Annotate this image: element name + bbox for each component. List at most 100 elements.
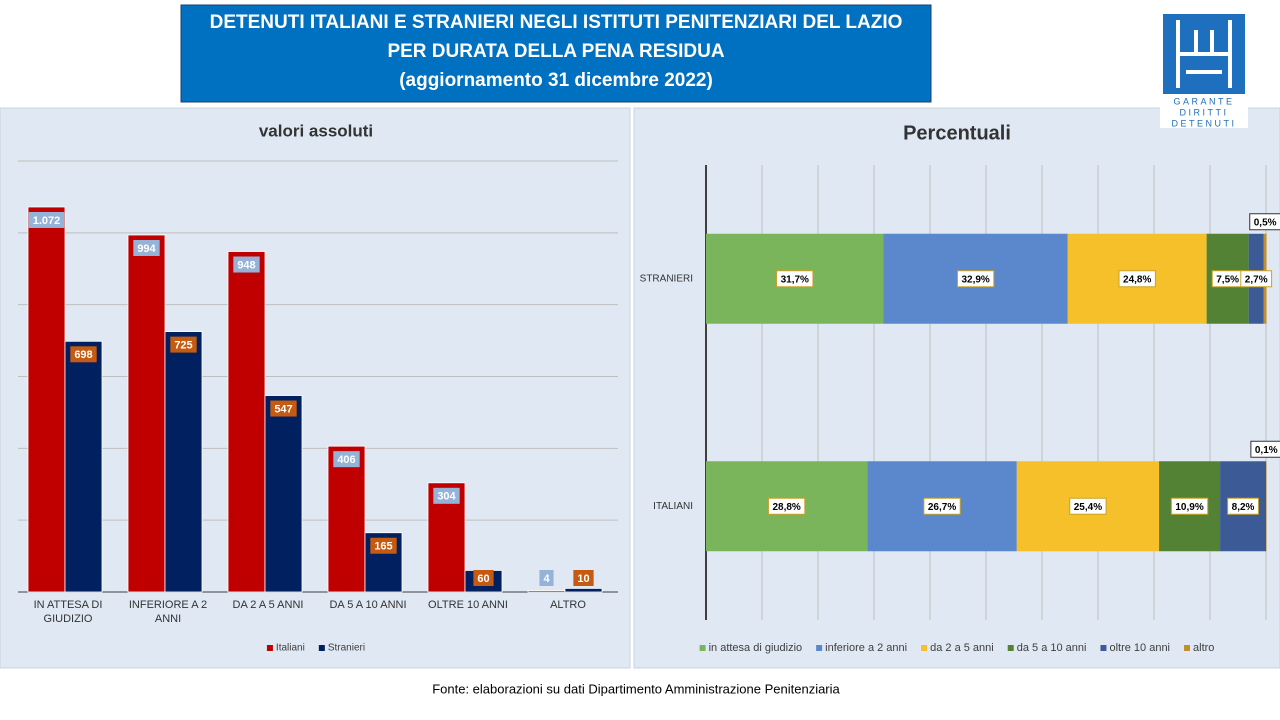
x-tick-label-box: ALTRO [550,599,586,611]
value-label-box [473,570,494,586]
legend-label: oltre 10 anni [1109,642,1170,654]
value-label-box [1118,270,1156,288]
value-label-box [1240,270,1273,288]
value-label: 24,8% [1123,274,1151,285]
value-label-box [539,570,554,586]
x-tick-label-box: OLTRE 10 ANNI [428,599,508,611]
value-label-box [956,270,995,288]
y-tick-label: ITALIANI [653,501,693,512]
value-label-box [270,400,297,417]
legend: Italiani Stranieri [266,643,365,654]
value-label: 0,5% [1254,217,1277,228]
value-label: 10,9% [1175,502,1203,513]
legend-swatch [1007,645,1014,651]
value-label-box [767,497,806,515]
x-tick-label-box: INFERIORE A 2 ANNI [129,599,207,625]
value-label-box [133,239,160,256]
legend-label: altro [1193,642,1214,654]
value-label-box [1227,497,1259,515]
legend-label: Italiani [276,643,305,654]
bar-segment [1266,461,1267,552]
value-label: 406 [337,454,355,466]
bar [127,234,166,593]
legend-label: Stranieri [328,643,365,654]
legend-label: da 5 a 10 anni [1017,642,1087,654]
value-label-box [170,336,197,353]
value-label-box [573,570,594,586]
x-tick-label: IN ATTESA DI GIUDIZIO [33,599,103,625]
right-panel [633,107,1280,669]
bar [327,445,366,593]
value-label-box [28,211,65,228]
header-title: DETENUTI ITALIANI E STRANIERI NEGLI ISTI… [210,12,903,33]
bar [264,395,303,593]
value-label-box [233,256,260,273]
header-title: PER DURATA DELLA PENA RESIDUA [387,41,724,62]
value-label: 1.072 [33,215,61,227]
logo-text: GARANTE [1173,96,1234,106]
value-label-box [370,537,397,554]
value-label: 725 [174,340,192,352]
chart-title: valori assoluti [259,121,373,140]
value-label-box [1249,213,1280,231]
value-label: 4 [543,573,550,585]
x-tick-label: DA 5 A 10 ANNI [329,599,407,611]
legend-swatch [266,645,273,651]
legend-swatch [921,645,928,651]
legend-swatch [699,645,706,651]
value-label: 28,8% [772,502,800,513]
logo: GARANTE DIRITTI DETENUTI [1160,12,1248,128]
value-label: 698 [74,349,92,361]
header-title: (aggiornamento 31 dicembre 2022) [399,70,713,91]
value-label: 26,7% [928,502,956,513]
left-panel [0,107,631,669]
legend-swatch [1184,645,1191,651]
value-label: 948 [237,259,255,271]
legend: in attesa di giudizio inferiore a 2 anni d… [699,642,1214,654]
value-label: 165 [374,541,392,553]
bar [527,590,566,593]
value-label: 7,5% [1216,274,1239,285]
x-tick-label-box: DA 5 A 10 ANNI [329,599,407,611]
value-label-box [1069,497,1107,515]
value-label: 32,9% [961,274,989,285]
value-label-box [70,346,97,363]
value-label: 2,7% [1245,274,1268,285]
value-label-box [776,270,814,288]
x-tick-label: ALTRO [550,599,586,611]
value-label-box [1250,440,1280,458]
value-label-box [1170,497,1209,515]
legend-swatch [1100,645,1107,651]
bar [27,206,66,593]
logo-mark [1176,20,1232,88]
header-box [180,4,932,103]
x-tick-label-box: IN ATTESA DI GIUDIZIO [33,599,103,625]
x-tick-label: DA 2 A 5 ANNI [232,599,304,611]
value-label: 60 [477,573,489,585]
chart-title: Percentuali [903,122,1011,144]
value-label: 25,4% [1074,502,1102,513]
bar [164,331,203,593]
value-label: 0,1% [1255,445,1278,456]
bar [64,340,103,593]
logo-text: DIRITTI [1180,107,1229,117]
value-label: 547 [274,403,292,415]
legend-label: in attesa di giudizio [709,642,803,654]
logo-text: DETENUTI [1172,118,1237,128]
source: Fonte: elaborazioni su dati Dipartimento… [432,681,840,696]
value-label: 31,7% [781,274,809,285]
legend-swatch [816,645,823,651]
value-label: 10 [577,573,589,585]
value-label-box [333,451,360,468]
y-tick-label: STRANIERI [640,273,693,284]
value-label: 304 [437,491,456,503]
legend-label: da 2 a 5 anni [930,642,994,654]
value-label-box [433,487,460,504]
value-label: 8,2% [1232,502,1255,513]
legend-label: inferiore a 2 anni [825,642,907,654]
x-tick-label-box: DA 2 A 5 ANNI [232,599,304,611]
bar [227,251,266,593]
bar [564,588,603,593]
legend-swatch [318,645,325,651]
